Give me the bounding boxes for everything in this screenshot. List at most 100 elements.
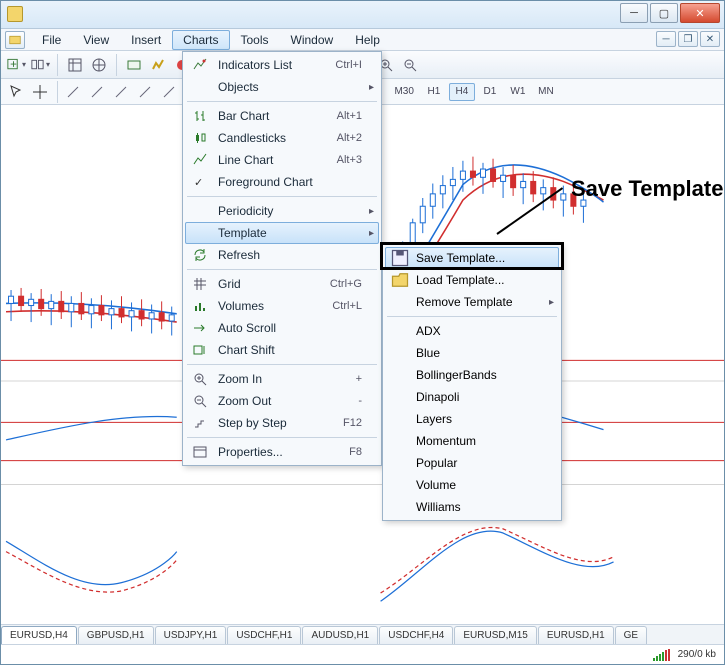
timeframe-mn[interactable]: MN [533,83,559,101]
chart-tab-5[interactable]: USDCHF,H4 [379,626,453,644]
chart-tab-7[interactable]: EURUSD,H1 [538,626,614,644]
statusbar: EURUSD,H4GBPUSD,H1USDJPY,H1USDCHF,H1AUDU… [1,624,724,664]
blank-icon [390,475,410,495]
menubar: FileViewInsertChartsToolsWindowHelp ─ ❐ … [1,29,724,51]
step-icon [190,413,210,433]
zoomin-icon [190,369,210,389]
chart-tab-1[interactable]: GBPUSD,H1 [78,626,154,644]
charts-menu-bar-chart[interactable]: Bar ChartAlt+1 [185,105,379,127]
template-save-template-[interactable]: Save Template... [385,247,559,269]
draw-tool-3[interactable] [134,81,156,103]
blank-icon [390,497,410,517]
charts-menu-candlesticks[interactable]: CandlesticksAlt+2 [185,127,379,149]
timeframe-m30[interactable]: M30 [389,83,418,101]
template-williams[interactable]: Williams [385,496,559,518]
blank-icon [390,431,410,451]
grid-icon [190,274,210,294]
draw-tool-1[interactable] [86,81,108,103]
timeframe-w1[interactable]: W1 [505,83,531,101]
indicators-icon [190,55,210,75]
charts-menu-indicators-list[interactable]: Indicators ListCtrl+I [185,54,379,76]
charts-menu-zoom-in[interactable]: Zoom In+ [185,368,379,390]
charts-menu-foreground-chart[interactable]: Foreground Chart [185,171,379,193]
navigator-button[interactable] [88,54,110,76]
status-kb: 290/0 kb [678,649,716,660]
draw-tool-2[interactable] [110,81,132,103]
scroll-icon [190,318,210,338]
window-minimize-button[interactable]: ─ [620,3,648,23]
refresh-icon [190,245,210,265]
template-bollingerbands[interactable]: BollingerBands [385,364,559,386]
window-maximize-button[interactable]: ▢ [650,3,678,23]
load-icon [390,270,410,290]
app-icon [7,6,23,22]
meta-button[interactable] [147,54,169,76]
menu-tools[interactable]: Tools [230,30,280,50]
charts-menu-chart-shift[interactable]: Chart Shift [185,339,379,361]
draw-tool-0[interactable] [62,81,84,103]
crosshair-tool[interactable] [29,81,51,103]
chart-tab-6[interactable]: EURUSD,M15 [454,626,536,644]
new-order-button[interactable] [123,54,145,76]
timeframe-d1[interactable]: D1 [477,83,503,101]
mdi-icon-button[interactable] [5,31,25,49]
template-remove-template[interactable]: Remove Template▸ [385,291,559,313]
chart-tab-3[interactable]: USDCHF,H1 [227,626,301,644]
timeframe-h4[interactable]: H4 [449,83,475,101]
menu-view[interactable]: View [72,30,120,50]
charts-menu-volumes[interactable]: VolumesCtrl+L [185,295,379,317]
menu-insert[interactable]: Insert [120,30,172,50]
charts-menu-dropdown: Indicators ListCtrl+IObjects▸ Bar ChartAl… [182,51,382,466]
charts-menu-template[interactable]: Template▸ [185,222,379,244]
menu-file[interactable]: File [31,30,72,50]
shift-icon [190,340,210,360]
charts-menu-zoom-out[interactable]: Zoom Out- [185,390,379,412]
chart-tab-0[interactable]: EURUSD,H4 [1,626,77,644]
template-layers[interactable]: Layers [385,408,559,430]
template-load-template-[interactable]: Load Template... [385,269,559,291]
blank-icon [190,201,210,221]
mdi-minimize-button[interactable]: ─ [656,31,676,47]
zoom-out-button[interactable] [399,54,421,76]
charts-menu-properties-[interactable]: Properties...F8 [185,441,379,463]
charts-menu-objects[interactable]: Objects▸ [185,76,379,98]
mdi-close-button[interactable]: ✕ [700,31,720,47]
blank-icon [190,77,210,97]
menu-charts[interactable]: Charts [172,30,229,50]
blank-icon [190,223,210,243]
blank-icon [390,453,410,473]
window-close-button[interactable]: ✕ [680,3,720,23]
profiles-button[interactable] [29,54,51,76]
cursor-tool[interactable] [5,81,27,103]
template-popular[interactable]: Popular [385,452,559,474]
template-dinapoli[interactable]: Dinapoli [385,386,559,408]
props-icon [190,442,210,462]
chart-tab-2[interactable]: USDJPY,H1 [155,626,227,644]
charts-menu-line-chart[interactable]: Line ChartAlt+3 [185,149,379,171]
menu-help[interactable]: Help [344,30,391,50]
draw-tool-4[interactable] [158,81,180,103]
charts-menu-step-by-step[interactable]: Step by StepF12 [185,412,379,434]
template-momentum[interactable]: Momentum [385,430,559,452]
line-icon [190,150,210,170]
timeframe-h1[interactable]: H1 [421,83,447,101]
charts-menu-auto-scroll[interactable]: Auto Scroll [185,317,379,339]
template-adx[interactable]: ADX [385,320,559,342]
chart-tab-8[interactable]: GE [615,626,647,644]
charts-menu-periodicity[interactable]: Periodicity▸ [185,200,379,222]
menu-window[interactable]: Window [280,30,345,50]
app-window: ─ ▢ ✕ FileViewInsertChartsToolsWindowHel… [0,0,725,665]
mdi-restore-button[interactable]: ❐ [678,31,698,47]
blank-icon [390,292,410,312]
template-blue[interactable]: Blue [385,342,559,364]
chart-tab-4[interactable]: AUDUSD,H1 [302,626,378,644]
template-submenu: Save Template...Load Template...Remove T… [382,244,562,521]
market-watch-button[interactable] [64,54,86,76]
charts-menu-refresh[interactable]: Refresh [185,244,379,266]
new-chart-button[interactable] [5,54,27,76]
charts-menu-grid[interactable]: GridCtrl+G [185,273,379,295]
blank-icon [390,321,410,341]
blank-icon [390,365,410,385]
callout-text: Save Template [571,176,723,202]
template-volume[interactable]: Volume [385,474,559,496]
